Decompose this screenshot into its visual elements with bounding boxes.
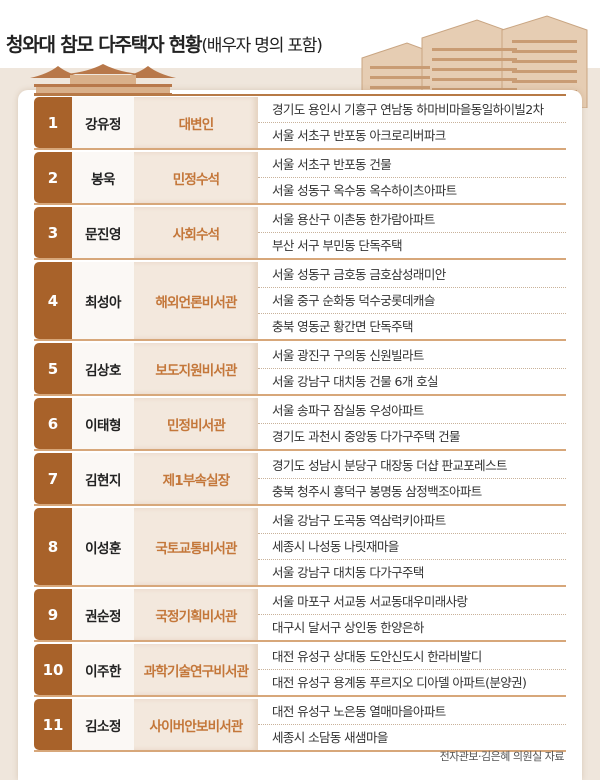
property-item: 서울 용산구 이촌동 한가람아파트	[258, 207, 566, 233]
page-title: 청와대 참모 다주택자 현황(배우자 명의 포함)	[6, 30, 323, 57]
row-number: 2	[34, 152, 72, 203]
row-number: 6	[34, 398, 72, 449]
table-top-rule	[34, 94, 566, 96]
position-title: 해외언론비서관	[134, 262, 258, 339]
property-item: 서울 강남구 대치동 건물 6개 호실	[272, 374, 439, 389]
property-item: 서울 송파구 잠실동 우성아파트	[258, 398, 566, 424]
property-item: 대전 유성구 상대동 도안신도시 한라비발디	[258, 644, 566, 670]
row-number: 5	[34, 343, 72, 394]
person-name: 김상호	[72, 343, 134, 394]
property-item: 서울 성동구 옥수동 옥수하이츠아파트	[272, 183, 457, 198]
person-name: 봉욱	[72, 152, 134, 203]
person-name: 최성아	[72, 262, 134, 339]
property-item: 경기도 과천시 중앙동 다가구주택 건물	[272, 429, 461, 444]
row-number: 1	[34, 97, 72, 148]
row-number: 8	[34, 508, 72, 585]
row-number: 7	[34, 453, 72, 504]
property-item: 부산 서구 부민동 단독주택	[272, 238, 403, 253]
person-name: 문진영	[72, 207, 134, 258]
position-title: 민정수석	[134, 152, 258, 203]
person-name: 이태형	[72, 398, 134, 449]
source-credit: 전자관보·김은혜 의원실 자료	[439, 750, 565, 763]
property-item: 서울 강남구 대치동 다가구주택	[272, 565, 424, 580]
property-item: 서울 마포구 서교동 서교동대우미래사랑	[258, 589, 566, 615]
palace-icon	[30, 64, 176, 96]
property-item: 세종시 소담동 새샘마을	[272, 730, 388, 745]
person-name: 이주한	[72, 644, 134, 695]
table-row: 10 이주한 과학기술연구비서관 대전 유성구 상대동 도안신도시 한라비발디 대전 유…	[34, 644, 566, 697]
position-title: 민정비서관	[134, 398, 258, 449]
position-title: 대변인	[134, 97, 258, 148]
row-number: 4	[34, 262, 72, 339]
title-sub: (배우자 명의 포함)	[201, 36, 323, 56]
property-item: 대전 유성구 노은동 열매마을아파트	[258, 699, 566, 725]
person-name: 강유정	[72, 97, 134, 148]
property-item: 충북 영동군 황간면 단독주택	[272, 319, 414, 334]
property-item: 서울 강남구 도곡동 역삼럭키아파트	[258, 508, 566, 534]
position-title: 국토교통비서관	[134, 508, 258, 585]
property-item: 충북 청주시 흥덕구 봉명동 삼정백조아파트	[272, 484, 482, 499]
property-item: 대구시 달서구 상인동 한양은하	[272, 620, 424, 635]
property-item: 대전 유성구 용계동 푸르지오 디아델 아파트(분양권)	[272, 675, 527, 690]
property-item: 경기도 용인시 기흥구 연남동 하마비마을동일하이빌2차	[258, 97, 566, 123]
row-number: 3	[34, 207, 72, 258]
person-name: 권순정	[72, 589, 134, 640]
title-main: 청와대 참모 다주택자 현황	[6, 34, 203, 56]
property-item: 경기도 성남시 분당구 대장동 더샵 판교포레스트	[258, 453, 566, 479]
position-title: 국정기획비서관	[134, 589, 258, 640]
property-item: 서울 중구 순화동 덕수궁롯데캐슬	[258, 288, 566, 314]
person-name: 김현지	[72, 453, 134, 504]
table-row: 8 이성훈 국토교통비서관 서울 강남구 도곡동 역삼럭키아파트 세종시 나성동 나릿재…	[34, 508, 566, 587]
person-name: 이성훈	[72, 508, 134, 585]
person-name: 김소정	[72, 699, 134, 750]
position-title: 사이버안보비서관	[134, 699, 258, 750]
table-row: 4 최성아 해외언론비서관 서울 성동구 금호동 금호삼성래미안 서울 중구 순화동 덕…	[34, 262, 566, 341]
property-item: 서울 서초구 반포동 아크로리버파크	[272, 128, 446, 143]
property-item: 서울 광진구 구의동 신원빌라트	[258, 343, 566, 369]
position-title: 과학기술연구비서관	[134, 644, 258, 695]
position-title: 제1부속실장	[134, 453, 258, 504]
property-item: 서울 성동구 금호동 금호삼성래미안	[258, 262, 566, 288]
position-title: 보도지원비서관	[134, 343, 258, 394]
position-title: 사회수석	[134, 207, 258, 258]
row-number: 10	[34, 644, 72, 695]
property-item: 세종시 나성동 나릿재마을	[258, 534, 566, 560]
row-number: 9	[34, 589, 72, 640]
row-number: 11	[34, 699, 72, 750]
property-item: 서울 서초구 반포동 건물	[258, 152, 566, 178]
